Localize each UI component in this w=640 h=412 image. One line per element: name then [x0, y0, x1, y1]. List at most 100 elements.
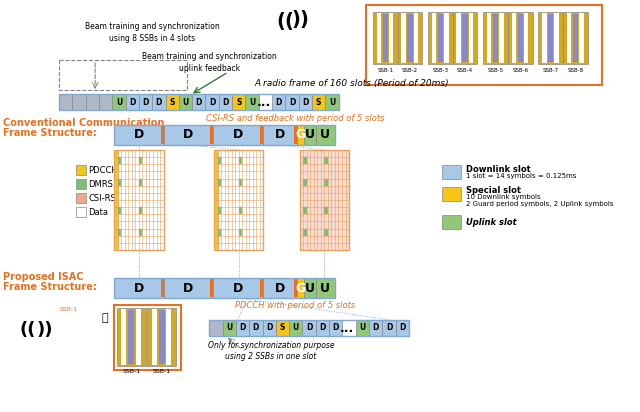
- Text: D: D: [134, 281, 144, 295]
- Bar: [442, 187, 461, 201]
- Bar: [294, 279, 297, 297]
- Bar: [262, 320, 276, 336]
- Text: SSB-1: SSB-1: [152, 369, 171, 374]
- Text: Uplink slot: Uplink slot: [466, 218, 516, 227]
- Text: SSB-1: SSB-1: [122, 369, 140, 374]
- Bar: [219, 94, 232, 110]
- Bar: [511, 13, 516, 63]
- Bar: [114, 150, 164, 250]
- Text: A radio frame of 160 slots (Period of 20ms): A radio frame of 160 slots (Period of 20…: [255, 79, 449, 88]
- Bar: [524, 13, 529, 63]
- Bar: [276, 320, 289, 336]
- Bar: [209, 320, 409, 336]
- Text: SSB-6: SSB-6: [512, 68, 529, 73]
- Text: D: D: [372, 323, 379, 332]
- Bar: [164, 278, 213, 298]
- Bar: [232, 94, 245, 110]
- Text: $\mathbf{))}$: $\mathbf{))}$: [291, 8, 308, 30]
- Text: U: U: [292, 323, 299, 332]
- Bar: [147, 308, 176, 366]
- Bar: [117, 308, 145, 366]
- Bar: [305, 278, 316, 298]
- Bar: [303, 157, 307, 164]
- Bar: [114, 278, 164, 298]
- Text: D: D: [239, 323, 246, 332]
- Bar: [136, 309, 141, 365]
- Bar: [272, 94, 285, 110]
- Bar: [114, 305, 180, 370]
- Text: Special slot: Special slot: [466, 185, 521, 194]
- Text: 2 Guard period symbols, 2 Uplink symbols: 2 Guard period symbols, 2 Uplink symbols: [466, 201, 614, 207]
- Bar: [300, 150, 349, 250]
- Bar: [297, 278, 305, 298]
- Text: SSB-7: SSB-7: [543, 68, 559, 73]
- Text: Proposed ISAC: Proposed ISAC: [3, 272, 83, 282]
- Text: PDCCH with period of 5 slots: PDCCH with period of 5 slots: [235, 301, 355, 310]
- Bar: [118, 157, 121, 164]
- Text: D: D: [306, 323, 312, 332]
- Text: D: D: [319, 323, 326, 332]
- Text: Frame Structure:: Frame Structure:: [3, 128, 97, 138]
- Bar: [316, 125, 335, 145]
- Text: D: D: [253, 323, 259, 332]
- Bar: [382, 320, 396, 336]
- Text: U: U: [329, 98, 335, 106]
- Bar: [389, 13, 394, 63]
- Bar: [59, 94, 72, 110]
- Text: SSB-3: SSB-3: [433, 68, 449, 73]
- Bar: [297, 125, 305, 145]
- Text: D: D: [156, 98, 162, 106]
- Bar: [118, 207, 121, 214]
- Bar: [139, 157, 143, 164]
- Bar: [548, 14, 554, 62]
- Bar: [139, 207, 143, 214]
- Bar: [209, 320, 223, 336]
- Text: G: G: [296, 281, 306, 295]
- Bar: [563, 12, 588, 64]
- Text: U: U: [305, 281, 315, 295]
- Bar: [303, 320, 316, 336]
- Bar: [538, 12, 563, 64]
- Text: S: S: [170, 98, 175, 106]
- Bar: [213, 125, 262, 145]
- Bar: [299, 94, 312, 110]
- Text: 1 slot = 14 symbols = 0.125ms: 1 slot = 14 symbols = 0.125ms: [466, 173, 577, 179]
- Text: Downlink slot: Downlink slot: [466, 164, 531, 173]
- Bar: [324, 178, 328, 186]
- Text: D: D: [275, 98, 282, 106]
- Bar: [397, 12, 422, 64]
- Bar: [249, 320, 262, 336]
- Text: Data: Data: [88, 208, 108, 216]
- Bar: [432, 13, 436, 63]
- Text: PDCCH: PDCCH: [88, 166, 118, 175]
- Bar: [72, 94, 86, 110]
- Bar: [329, 320, 342, 336]
- Bar: [218, 207, 221, 214]
- Bar: [325, 94, 339, 110]
- Bar: [303, 207, 307, 214]
- Bar: [260, 126, 262, 144]
- Text: D: D: [134, 129, 144, 141]
- Bar: [159, 310, 165, 364]
- Bar: [493, 14, 499, 62]
- Bar: [236, 320, 249, 336]
- Bar: [356, 320, 369, 336]
- Text: D: D: [447, 167, 456, 177]
- Text: U: U: [320, 281, 330, 295]
- Text: D: D: [275, 129, 285, 141]
- Text: S: S: [280, 323, 285, 332]
- Text: SSB-1: SSB-1: [377, 68, 394, 73]
- Text: Beam training and synchronization
using 8 SSBs in 4 slots: Beam training and synchronization using …: [85, 22, 220, 43]
- Bar: [112, 94, 125, 110]
- Bar: [262, 125, 297, 145]
- Text: S: S: [236, 98, 241, 106]
- Bar: [214, 150, 264, 250]
- Bar: [316, 320, 329, 336]
- Text: D: D: [386, 323, 392, 332]
- Bar: [303, 178, 307, 186]
- Bar: [192, 94, 205, 110]
- Bar: [59, 94, 339, 110]
- Bar: [114, 278, 335, 298]
- Text: D: D: [302, 98, 308, 106]
- Bar: [205, 94, 219, 110]
